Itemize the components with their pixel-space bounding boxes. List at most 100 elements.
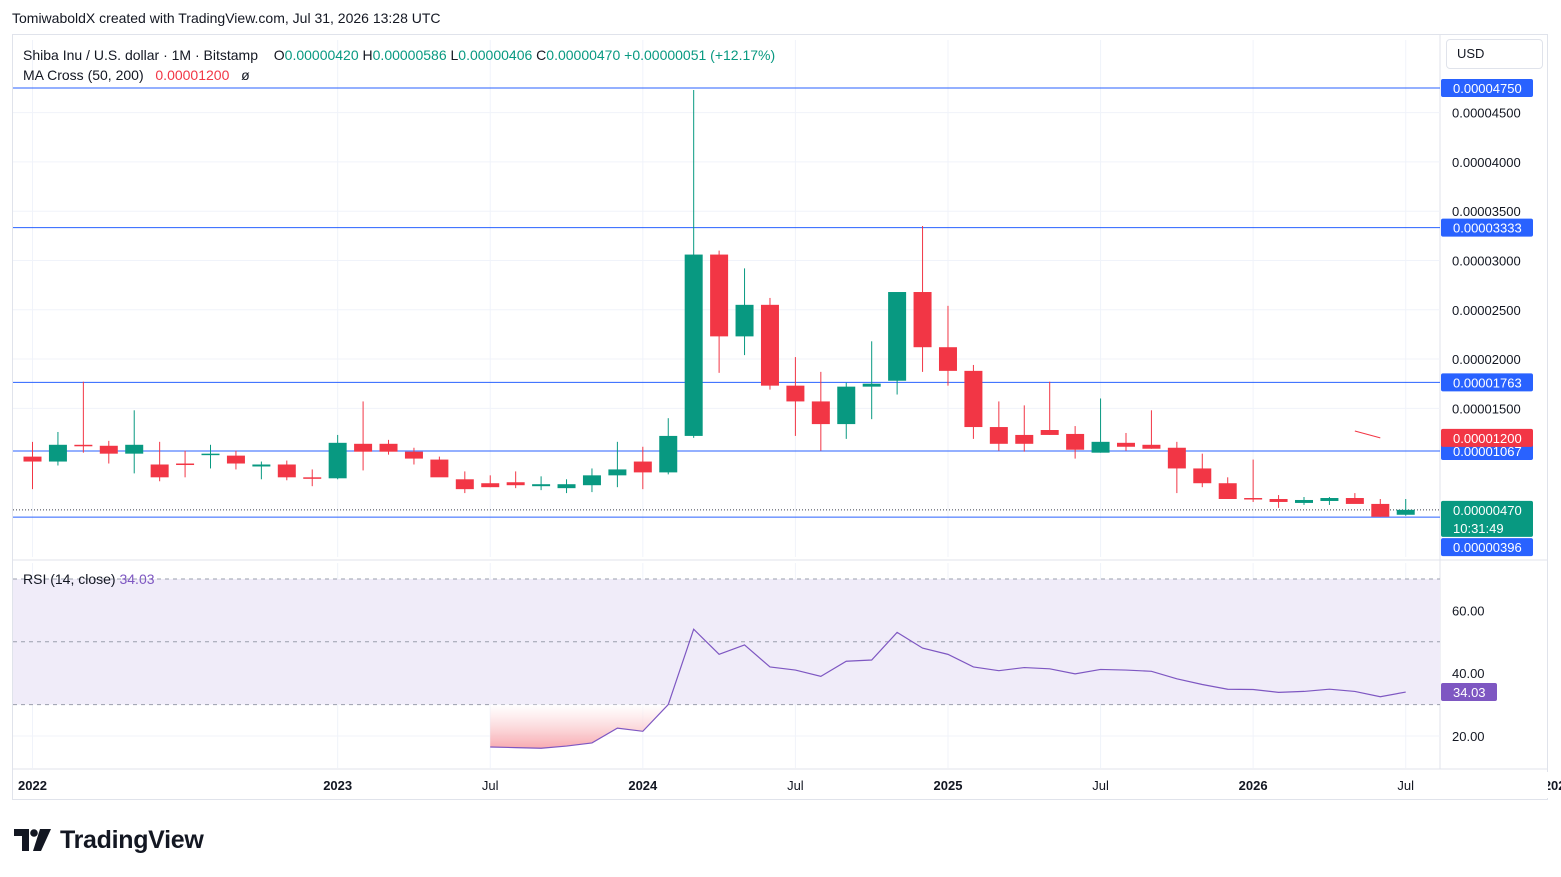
high-label: H <box>362 47 373 63</box>
candle-body <box>430 459 449 478</box>
time-axis-corner <box>1441 772 1548 798</box>
rsi-current-label: 34.03 <box>1453 685 1486 700</box>
candle-body <box>913 292 932 348</box>
level-price-label: 0.00001763 <box>1453 375 1522 390</box>
chart-frame <box>12 34 1548 800</box>
symbol-title[interactable]: Shiba Inu / U.S. dollar · 1M · Bitstamp <box>23 47 258 63</box>
level-price-label-bg <box>1441 79 1533 97</box>
ma-cross-label[interactable]: MA Cross (50, 200) <box>23 67 144 83</box>
candle-body <box>252 464 271 467</box>
candle-body <box>1244 498 1263 500</box>
rsi-current-label-bg <box>1441 683 1497 702</box>
candle-body <box>862 383 881 387</box>
candle-body <box>1015 434 1034 444</box>
candle-body <box>354 443 373 452</box>
tradingview-logo-text: TradingView <box>60 825 204 854</box>
level-price-label: 0.00004750 <box>1453 81 1522 96</box>
main-legend: Shiba Inu / U.S. dollar · 1M · Bitstamp … <box>23 45 775 85</box>
rsi-line <box>490 628 1406 749</box>
time-axis-tick: Jul <box>787 778 804 793</box>
price-axis-tick: 0.00004000 <box>1452 155 1521 170</box>
ma-price-label: 0.00001200 <box>1453 431 1522 446</box>
rsi-axis-tick: 20.00 <box>1452 729 1485 744</box>
close-label: C <box>536 47 547 63</box>
rsi-label[interactable]: RSI (14, close) <box>23 571 116 587</box>
price-axis-tick: 0.00001500 <box>1452 401 1521 416</box>
price-axis-tick: 0.00003500 <box>1452 204 1521 219</box>
open-label: O <box>273 47 285 63</box>
countdown-label: 10:31:49 <box>1453 521 1504 536</box>
ohlc-legend-row: Shiba Inu / U.S. dollar · 1M · Bitstamp … <box>23 45 775 65</box>
candle-body <box>1116 442 1135 447</box>
tradingview-logo-icon <box>14 829 51 851</box>
time-axis-tick: 2023 <box>323 778 352 793</box>
chart-header-attribution: TomiwaboldX created with TradingView.com… <box>12 10 441 26</box>
candle-body <box>1167 447 1186 469</box>
candle-body <box>837 386 856 425</box>
support-price-label: 0.00000396 <box>1453 540 1522 555</box>
high-value: 0.00000586 <box>372 47 447 63</box>
time-axis-tick: Jul <box>482 778 499 793</box>
candle-body <box>989 427 1008 444</box>
candle-body <box>23 456 42 462</box>
candle-body <box>48 444 67 462</box>
ma-cross-line <box>1354 430 1381 439</box>
time-axis-tick: 2024 <box>628 778 658 793</box>
low-label: L <box>450 47 459 63</box>
candle-body <box>964 370 983 428</box>
candle-body <box>506 482 525 486</box>
candle-body <box>150 464 169 478</box>
open-value: 0.00000420 <box>284 47 359 63</box>
rsi-legend: RSI (14, close) 34.03 <box>23 571 155 587</box>
ma-legend-row: MA Cross (50, 200) 0.00001200 ø <box>23 65 775 85</box>
level-price-label: 0.00001067 <box>1453 444 1522 459</box>
candle-body <box>176 463 195 466</box>
candle-body <box>404 451 423 459</box>
candle-body <box>1295 499 1313 503</box>
candle-body <box>99 445 118 454</box>
candle-body <box>888 292 907 381</box>
low-value: 0.00000406 <box>458 47 533 63</box>
price-axis-tick: 0.00002000 <box>1452 352 1521 367</box>
currency-button[interactable]: USD <box>1446 39 1543 69</box>
candle-body <box>1269 498 1288 502</box>
candle-body <box>125 444 144 454</box>
candle-body <box>1142 444 1161 449</box>
price-axis-tick: 0.00004500 <box>1452 106 1521 121</box>
candle-body <box>938 347 957 371</box>
candle-body <box>201 453 220 456</box>
candle-body <box>455 479 474 490</box>
candle-body <box>379 443 398 452</box>
candle-body <box>303 477 322 479</box>
level-price-label-bg <box>1441 218 1533 237</box>
current-price-label: 0.00000470 <box>1453 503 1522 518</box>
time-axis-tick: 2027 <box>1544 778 1561 793</box>
candle-body <box>1193 468 1212 484</box>
rsi-value: 34.03 <box>119 571 155 587</box>
candle-body <box>633 461 652 473</box>
ma-cross-value: 0.00001200 <box>155 67 230 83</box>
candle-body <box>608 469 627 476</box>
candle-body <box>532 484 551 487</box>
time-axis-tick: 2026 <box>1239 778 1268 793</box>
candle-body <box>1040 430 1059 435</box>
current-price-label-bg <box>1441 500 1533 537</box>
candle-body <box>328 442 347 479</box>
candle-body <box>582 475 601 486</box>
level-price-label: 0.00003333 <box>1453 221 1522 236</box>
time-axis-tick: 2025 <box>934 778 963 793</box>
tradingview-logo[interactable]: TradingView <box>14 826 204 854</box>
candle-body <box>1218 483 1237 499</box>
candle-body <box>277 464 296 478</box>
candle-body <box>811 401 830 425</box>
ma-price-label-bg <box>1441 428 1533 447</box>
candle-body <box>1371 503 1390 517</box>
candle-body <box>760 304 779 386</box>
candle-body <box>1091 441 1110 453</box>
level-price-label-bg <box>1441 373 1533 392</box>
candle-body <box>481 483 500 488</box>
time-axis-tick: 2022 <box>18 778 47 793</box>
candle-body <box>735 304 754 337</box>
ma-cross-extra: ø <box>241 67 250 83</box>
